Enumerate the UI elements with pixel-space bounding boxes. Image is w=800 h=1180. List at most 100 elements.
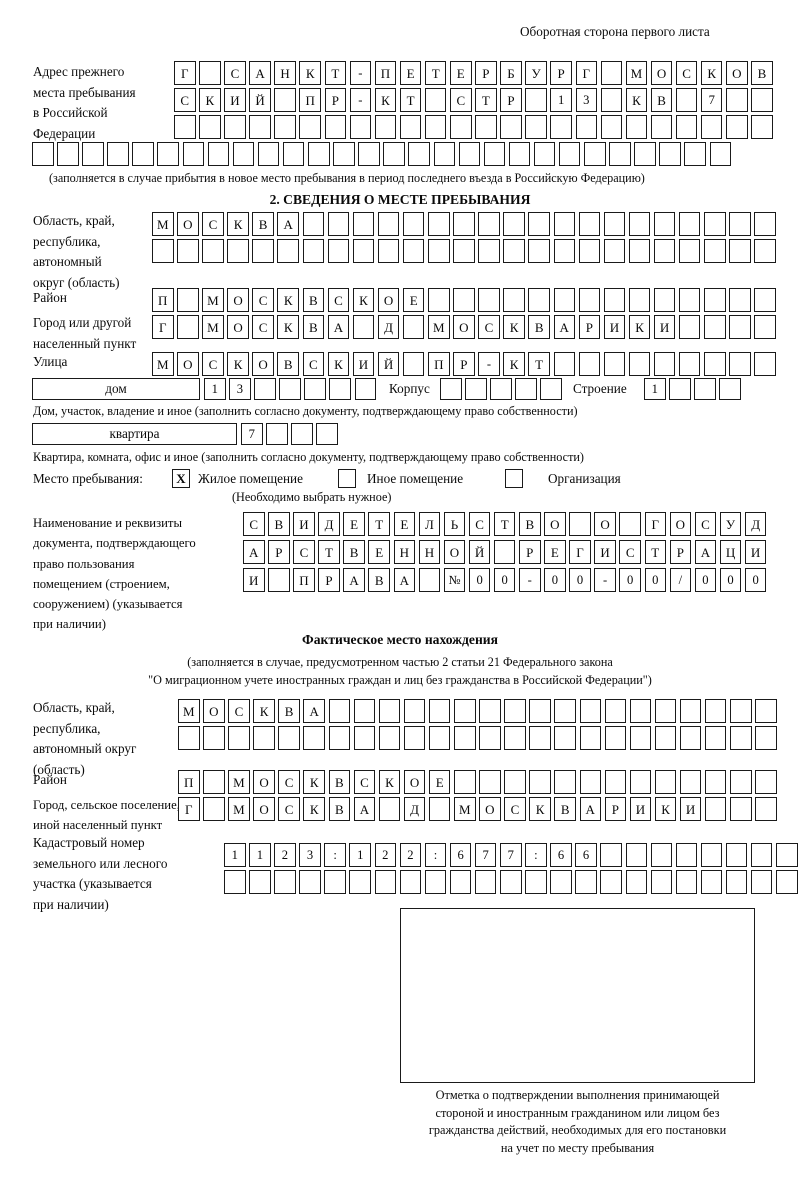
checkbox-inoe-pomeshchenie[interactable]: [338, 469, 356, 488]
comb-cell[interactable]: 1: [224, 843, 246, 867]
comb-cell[interactable]: [249, 870, 271, 894]
comb-cell[interactable]: [207, 142, 230, 166]
comb-cell[interactable]: Ц: [719, 540, 742, 564]
comb-cell[interactable]: [653, 352, 676, 376]
comb-cell[interactable]: 0: [644, 568, 666, 592]
comb-cell[interactable]: 1: [349, 843, 371, 867]
comb-cell[interactable]: [253, 726, 275, 750]
comb-cell[interactable]: [304, 378, 326, 400]
comb-cell[interactable]: [227, 239, 249, 263]
comb-cell[interactable]: [228, 726, 250, 750]
comb-cell[interactable]: 6: [575, 843, 597, 867]
comb-cell[interactable]: 0: [468, 568, 491, 592]
comb-cell[interactable]: С: [278, 770, 300, 794]
comb-cell[interactable]: [529, 699, 551, 723]
comb-cell[interactable]: -: [349, 61, 372, 85]
comb-cell[interactable]: [177, 315, 199, 339]
comb-cell[interactable]: [679, 770, 702, 794]
comb-cell[interactable]: 6: [449, 843, 472, 867]
comb-cell[interactable]: [374, 870, 397, 894]
comb-cell[interactable]: [634, 142, 656, 166]
comb-cell[interactable]: [353, 726, 376, 750]
comb-cell[interactable]: [177, 288, 199, 312]
comb-cell[interactable]: [600, 843, 622, 867]
korpus-boxes[interactable]: [440, 378, 562, 400]
comb-cell[interactable]: [503, 288, 525, 312]
comb-cell[interactable]: [600, 115, 623, 139]
comb-cell[interactable]: 2: [374, 843, 397, 867]
comb-cell[interactable]: О: [227, 288, 249, 312]
house-field-label[interactable]: дом: [32, 378, 200, 400]
comb-cell[interactable]: Ь: [443, 512, 466, 536]
comb-cell[interactable]: [374, 115, 397, 139]
comb-cell[interactable]: О: [453, 315, 475, 339]
comb-cell[interactable]: Г: [569, 540, 591, 564]
comb-cell[interactable]: [402, 239, 425, 263]
comb-cell[interactable]: Е: [402, 288, 425, 312]
comb-cell[interactable]: [424, 88, 447, 112]
comb-cell[interactable]: [729, 288, 751, 312]
comb-cell[interactable]: [483, 142, 506, 166]
comb-cell[interactable]: 7: [700, 88, 723, 112]
comb-cell[interactable]: [654, 770, 677, 794]
comb-cell[interactable]: О: [544, 512, 566, 536]
comb-cell[interactable]: [57, 142, 79, 166]
comb-cell[interactable]: [529, 726, 551, 750]
comb-cell[interactable]: [157, 142, 179, 166]
comb-cell[interactable]: 6: [550, 843, 572, 867]
comb-cell[interactable]: [704, 726, 727, 750]
comb-cell[interactable]: [428, 797, 451, 821]
comb-cell[interactable]: 3: [229, 378, 251, 400]
comb-cell[interactable]: В: [302, 315, 325, 339]
comb-cell[interactable]: [719, 378, 741, 400]
comb-cell[interactable]: Т: [424, 61, 447, 85]
comb-cell[interactable]: [684, 142, 706, 166]
comb-cell[interactable]: [584, 142, 606, 166]
comb-cell[interactable]: :: [324, 843, 346, 867]
comb-cell[interactable]: [266, 423, 288, 445]
comb-cell[interactable]: А: [579, 797, 601, 821]
comb-cell[interactable]: [776, 843, 798, 867]
comb-cell[interactable]: С: [252, 288, 274, 312]
comb-cell[interactable]: [755, 726, 777, 750]
comb-cell[interactable]: [754, 315, 776, 339]
comb-cell[interactable]: [252, 239, 274, 263]
comb-cell[interactable]: [578, 239, 601, 263]
comb-cell[interactable]: Н: [393, 540, 416, 564]
comb-cell[interactable]: О: [650, 61, 673, 85]
comb-cell[interactable]: [678, 288, 701, 312]
comb-cell[interactable]: Й: [468, 540, 491, 564]
comb-cell[interactable]: [628, 352, 651, 376]
comb-cell[interactable]: [678, 239, 701, 263]
comb-cell[interactable]: [525, 115, 547, 139]
comb-cell[interactable]: [550, 115, 572, 139]
comb-cell[interactable]: О: [726, 61, 748, 85]
comb-cell[interactable]: [249, 115, 271, 139]
comb-cell[interactable]: [479, 726, 501, 750]
comb-cell[interactable]: [569, 512, 591, 536]
comb-cell[interactable]: В: [368, 568, 390, 592]
comb-cell[interactable]: [700, 870, 723, 894]
comb-cell[interactable]: -: [349, 88, 372, 112]
comb-cell[interactable]: [554, 770, 576, 794]
comb-cell[interactable]: У: [525, 61, 547, 85]
comb-cell[interactable]: А: [343, 568, 365, 592]
comb-cell[interactable]: [704, 352, 726, 376]
comb-cell[interactable]: [675, 88, 698, 112]
comb-cell[interactable]: [754, 352, 776, 376]
comb-cell[interactable]: [679, 699, 702, 723]
comb-cell[interactable]: [299, 115, 321, 139]
comb-cell[interactable]: [729, 239, 751, 263]
comb-cell[interactable]: [504, 699, 526, 723]
comb-cell[interactable]: [418, 568, 441, 592]
comb-cell[interactable]: Е: [450, 61, 472, 85]
comb-cell[interactable]: [349, 115, 372, 139]
comb-cell[interactable]: С: [327, 288, 350, 312]
comb-cell[interactable]: И: [679, 797, 702, 821]
comb-cell[interactable]: П: [299, 88, 321, 112]
comb-cell[interactable]: К: [299, 61, 321, 85]
comb-cell[interactable]: И: [594, 540, 616, 564]
document-row-3[interactable]: И П Р А В А № 0 0-0 0-0 0/0 0 0: [243, 568, 767, 592]
